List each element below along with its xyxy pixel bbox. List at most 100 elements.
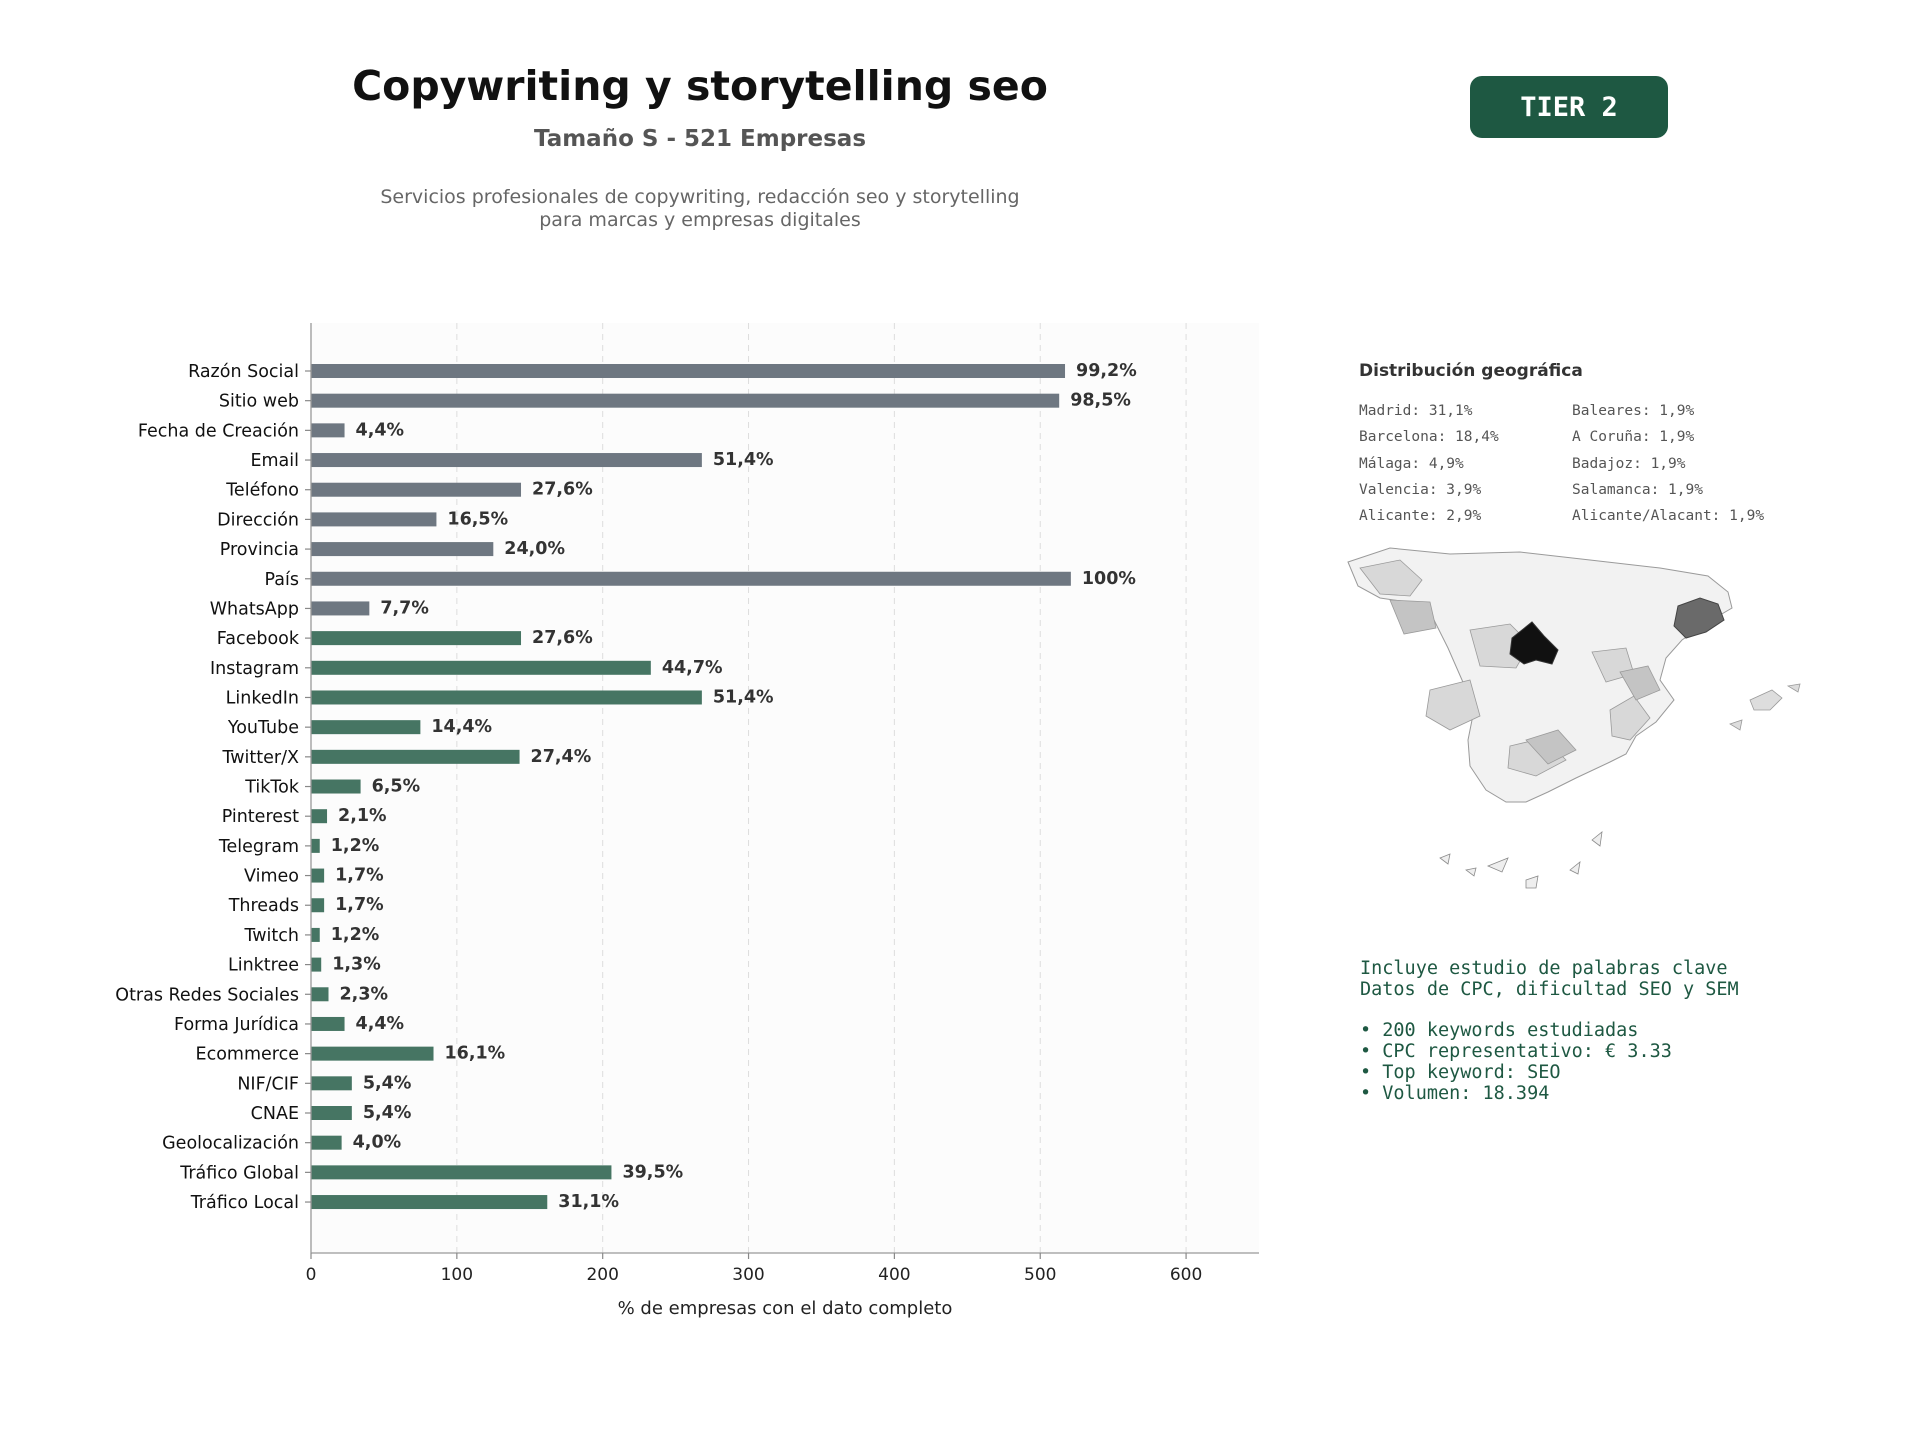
chart-value-labels: 99,2% 98,5% 4,4% 51,4% 27,6% 16,5% 24,0% 100% 7,… [331,361,1137,1212]
keywords-bullet-1: • 200 keywords estudiadas [1360,1020,1639,1041]
geo-item: Salamanca: 1,9% [1572,481,1703,498]
bar [311,690,702,705]
value-label: 2,1% [338,806,387,826]
page-description: Servicios profesionales de copywriting, … [300,186,1100,232]
category-label: Twitch [243,926,299,946]
category-label: Geolocalización [162,1134,299,1154]
map-barcelona [1673,597,1725,639]
value-label: 98,5% [1070,391,1131,411]
bar [311,749,520,764]
value-label: 14,4% [431,717,492,737]
value-label: 2,3% [340,984,389,1004]
keywords-bullet-4: • Volumen: 18.394 [1360,1083,1550,1104]
x-tick-label: 600 [1170,1265,1202,1285]
map-madrid [1509,621,1559,665]
value-label: 27,6% [532,628,593,648]
category-label: Fecha de Creación [138,421,299,441]
bar [311,957,322,972]
value-label: 27,4% [531,747,592,767]
keywords-line-1: Incluye estudio de palabras clave [1360,958,1728,979]
bar [311,601,370,616]
category-label: Facebook [217,629,300,649]
geo-item: Alicante: 2,9% [1359,508,1482,525]
bar [311,453,702,468]
category-label: Twitter/X [221,748,299,768]
bar [311,423,345,438]
value-label: 5,4% [363,1073,412,1093]
category-label: YouTube [227,718,299,738]
bar [311,512,437,527]
value-label: 99,2% [1076,361,1137,381]
map-canarias [1439,831,1603,889]
value-label: 39,5% [622,1162,683,1182]
x-tick-label: 500 [1024,1265,1056,1285]
tier-badge: TIER 2 [1470,76,1668,138]
chart-category-labels: Razón Social Sitio web Fecha de Creación Em… [115,362,300,1213]
category-label: Vimeo [244,867,299,887]
value-label: 51,4% [713,687,774,707]
value-label: 100% [1082,569,1136,589]
category-label: Instagram [210,659,299,679]
bar [311,1135,342,1150]
category-label: NIF/CIF [237,1074,299,1094]
category-label: Telegram [218,837,299,857]
spain-province-map [1347,547,1801,889]
geo-item: Badajoz: 1,9% [1572,455,1686,472]
bar [311,838,320,853]
category-label: WhatsApp [210,599,299,619]
chart-bars [311,364,1071,1210]
geo-item: Valencia: 3,9% [1359,481,1482,498]
value-label: 16,1% [445,1044,506,1064]
x-tick-label: 400 [878,1265,910,1285]
value-label: 1,7% [335,866,384,886]
bar [311,720,421,735]
value-label: 16,5% [447,509,508,529]
category-label: LinkedIn [226,688,299,708]
bar [311,542,494,557]
map-provinces-mid [1389,599,1661,765]
category-label: Dirección [217,510,299,530]
map-baleares [1729,683,1801,731]
bar [311,660,651,675]
bar [311,868,325,883]
bar [311,809,328,824]
geo-item: Madrid: 31,1% [1359,403,1473,419]
category-label: Pinterest [222,807,299,827]
keywords-info-box: Incluye estudio de palabras clave Datos … [1360,958,1739,1104]
value-label: 51,4% [713,450,774,470]
value-label: 5,4% [363,1103,412,1123]
bar [311,393,1060,408]
bar [311,1046,434,1061]
value-label: 6,5% [372,777,421,797]
geo-list-column-1: Madrid: 31,1% Barcelona: 18,4% Málaga: 4… [1359,398,1499,529]
x-tick-label: 300 [732,1265,764,1285]
x-tick-label: 0 [306,1265,317,1285]
value-label: 24,0% [504,539,565,559]
keywords-bullet-3: • Top keyword: SEO [1360,1062,1561,1083]
x-tick-label: 100 [441,1265,473,1285]
geo-list-column-2: Baleares: 1,9% A Coruña: 1,9% Badajoz: 1… [1572,398,1764,529]
bar [311,987,329,1002]
category-label: Linktree [228,956,299,976]
category-label: CNAE [251,1104,299,1124]
bar [311,1195,548,1210]
category-label: Ecommerce [196,1045,299,1065]
x-axis-label: % de empresas con el dato completo [618,1298,953,1319]
bar [311,927,320,942]
geo-item: Alicante/Alacant: 1,9% [1572,508,1765,525]
value-label: 27,6% [532,480,593,500]
value-label: 1,3% [332,955,381,975]
keywords-bullet-2: • CPC representativo: € 3.33 [1360,1041,1672,1062]
category-label: TikTok [244,778,300,798]
bar [311,1165,612,1180]
geo-item: Baleares: 1,9% [1572,403,1695,419]
category-label: Sitio web [219,392,299,412]
value-label: 4,4% [356,420,405,440]
bar [311,482,522,497]
category-label: Tráfico Local [190,1193,299,1213]
description-line-1: Servicios profesionales de copywriting, … [380,186,1020,208]
category-label: País [265,570,299,590]
geo-item: Barcelona: 18,4% [1359,429,1499,446]
category-label: Forma Jurídica [174,1015,299,1035]
bar [311,1106,352,1120]
